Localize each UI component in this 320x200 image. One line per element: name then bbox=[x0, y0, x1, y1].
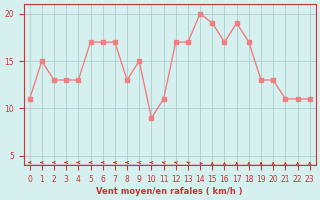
X-axis label: Vent moyen/en rafales ( km/h ): Vent moyen/en rafales ( km/h ) bbox=[96, 187, 243, 196]
